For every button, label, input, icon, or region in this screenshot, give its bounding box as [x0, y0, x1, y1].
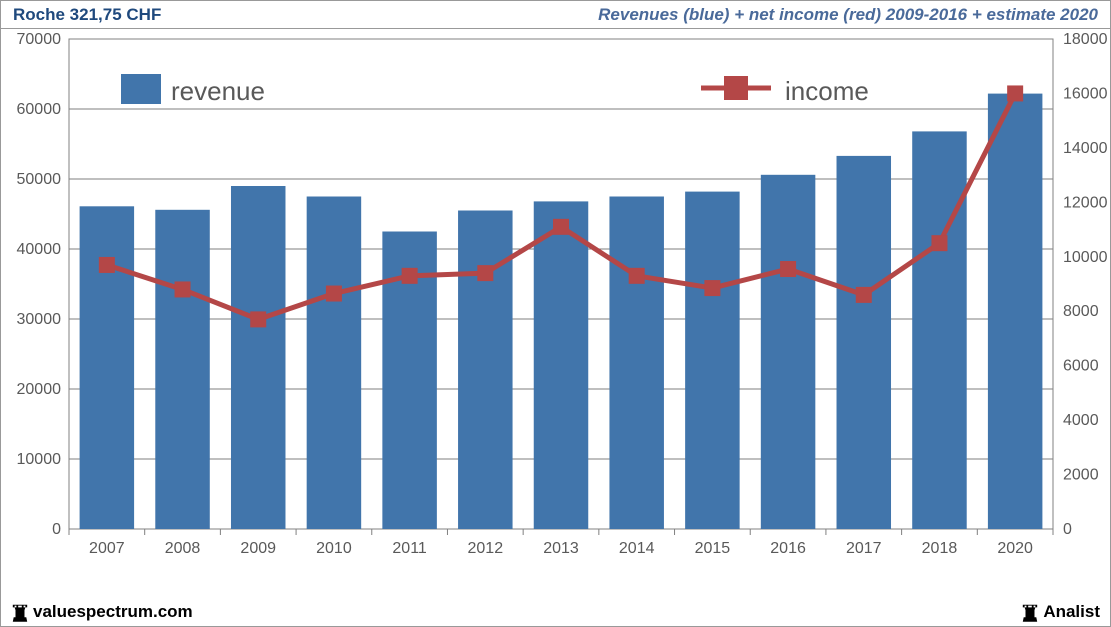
- svg-text:2018: 2018: [922, 540, 958, 557]
- svg-text:6000: 6000: [1063, 358, 1099, 375]
- svg-text:2009: 2009: [240, 540, 276, 557]
- svg-text:revenue: revenue: [171, 76, 265, 106]
- svg-text:70000: 70000: [17, 31, 62, 48]
- svg-text:10000: 10000: [17, 451, 62, 468]
- header-left: Roche 321,75 CHF: [13, 5, 161, 25]
- svg-text:0: 0: [1063, 521, 1072, 538]
- svg-text:2017: 2017: [846, 540, 882, 557]
- header-right: Revenues (blue) + net income (red) 2009-…: [598, 5, 1098, 25]
- svg-text:16000: 16000: [1063, 85, 1108, 102]
- footer-left-text: valuespectrum.com: [33, 602, 193, 621]
- svg-text:2011: 2011: [392, 540, 427, 557]
- svg-text:2010: 2010: [316, 540, 352, 557]
- svg-text:50000: 50000: [17, 171, 62, 188]
- svg-text:12000: 12000: [1063, 194, 1108, 211]
- footer-right-text: Analist: [1043, 602, 1100, 621]
- svg-text:14000: 14000: [1063, 140, 1108, 157]
- svg-text:2015: 2015: [695, 540, 731, 557]
- svg-text:30000: 30000: [17, 311, 62, 328]
- footer: valuespectrum.com Analist: [1, 598, 1110, 626]
- svg-text:2012: 2012: [468, 540, 504, 557]
- svg-text:2014: 2014: [619, 540, 655, 557]
- svg-text:2020: 2020: [997, 540, 1033, 557]
- svg-text:4000: 4000: [1063, 412, 1099, 429]
- chart-area: 0 10000 20000 30000 40000 50000 60000 70000 0 200…: [1, 29, 1110, 598]
- chart-container: Roche 321,75 CHF Revenues (blue) + net i…: [0, 0, 1111, 627]
- rook-icon: [11, 602, 29, 622]
- svg-text:20000: 20000: [17, 381, 62, 398]
- svg-text:2008: 2008: [165, 540, 201, 557]
- svg-text:40000: 40000: [17, 241, 62, 258]
- svg-text:2016: 2016: [770, 540, 806, 557]
- svg-text:10000: 10000: [1063, 249, 1108, 266]
- svg-text:income: income: [785, 76, 869, 106]
- svg-text:2013: 2013: [543, 540, 579, 557]
- svg-text:60000: 60000: [17, 101, 62, 118]
- footer-right: Analist: [1021, 602, 1100, 623]
- svg-text:8000: 8000: [1063, 303, 1099, 320]
- svg-text:2000: 2000: [1063, 467, 1099, 484]
- svg-text:0: 0: [52, 521, 61, 538]
- svg-text:2007: 2007: [89, 540, 125, 557]
- rook-icon: [1021, 602, 1039, 622]
- chart-svg: 0 10000 20000 30000 40000 50000 60000 70000 0 200…: [1, 29, 1111, 572]
- header: Roche 321,75 CHF Revenues (blue) + net i…: [1, 1, 1110, 29]
- svg-text:18000: 18000: [1063, 31, 1108, 48]
- footer-left: valuespectrum.com: [11, 602, 193, 623]
